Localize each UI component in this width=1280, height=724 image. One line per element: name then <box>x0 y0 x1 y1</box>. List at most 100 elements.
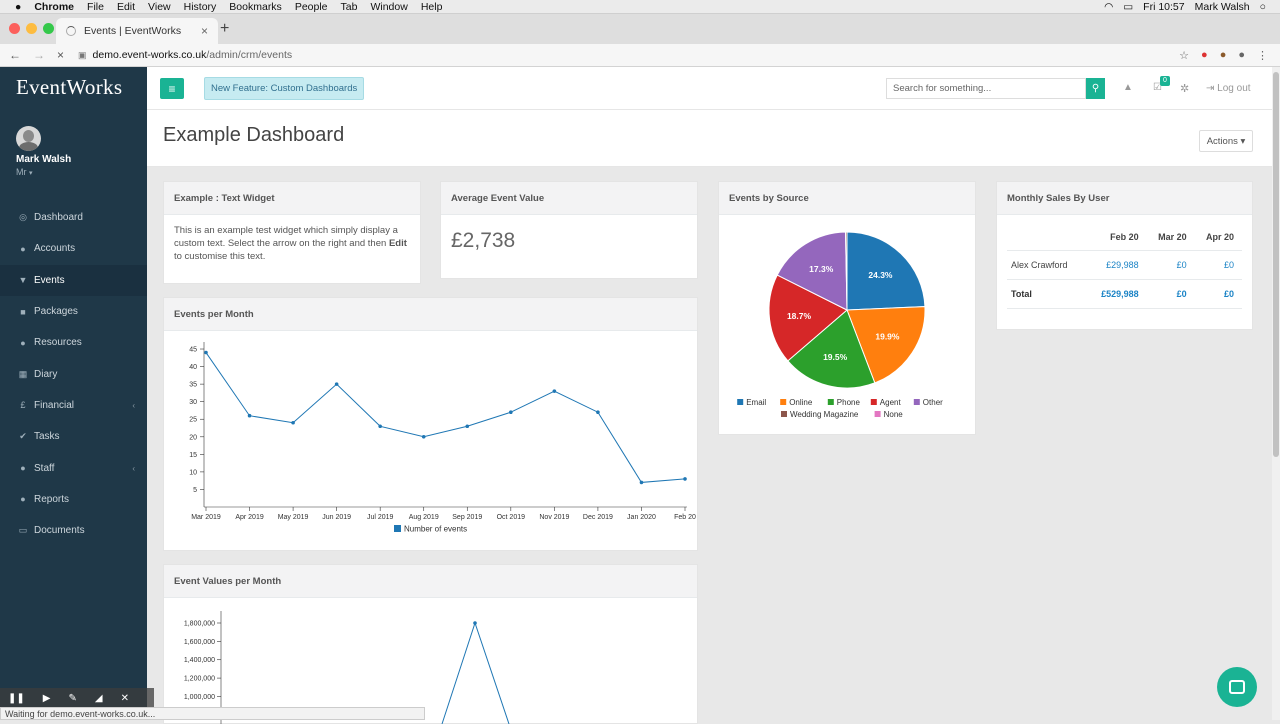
legend-label[interactable]: Phone <box>837 398 861 407</box>
sales-value-link[interactable]: £0 <box>1194 279 1242 309</box>
data-point[interactable] <box>247 413 252 418</box>
sales-value-link[interactable]: £29,988 <box>1088 250 1147 280</box>
macos-user[interactable]: Mark Walsh <box>1194 0 1250 13</box>
tasks-icon[interactable]: ☑ <box>1153 82 1162 93</box>
widget-title[interactable]: Event Values per Month <box>164 565 697 598</box>
sales-value-link[interactable]: £0 <box>1194 250 1242 280</box>
sidebar-item-dashboard[interactable]: ◎ Dashboard <box>0 202 147 233</box>
pie-slice-phone[interactable] <box>787 309 876 389</box>
data-point[interactable] <box>291 420 295 425</box>
search-button[interactable]: ⚲ <box>1086 78 1105 99</box>
macos-menu-chrome[interactable]: Chrome <box>34 0 75 13</box>
battery-icon[interactable]: ▭ <box>1123 0 1134 13</box>
macos-menu-tab[interactable]: Tab <box>340 0 358 13</box>
pie-slice-wedding-magazine[interactable] <box>845 231 848 311</box>
zoom-window-button[interactable] <box>43 23 54 34</box>
legend-label[interactable]: Number of events <box>404 525 467 534</box>
sidebar-item-tasks[interactable]: ✔ Tasks <box>0 421 147 452</box>
widget-title[interactable]: Example : Text Widget <box>164 182 420 215</box>
bookmark-star-icon[interactable]: ☆ <box>1179 49 1190 62</box>
macos-menu-bookmarks[interactable]: Bookmarks <box>229 0 282 13</box>
macos-menu-view[interactable]: View <box>148 0 171 13</box>
sidebar-item-financial[interactable]: £ Financial ‹ <box>0 390 147 421</box>
macos-menu-edit[interactable]: Edit <box>116 0 136 13</box>
profile-role-dropdown[interactable]: Mr ▾ <box>16 167 33 177</box>
data-point[interactable] <box>639 480 644 485</box>
sidebar-item-packages[interactable]: ■ Packages <box>0 296 147 327</box>
minimize-window-button[interactable] <box>26 23 37 34</box>
spotlight-icon[interactable]: ○ <box>1259 0 1266 13</box>
sales-value-link[interactable]: £0 <box>1146 250 1195 280</box>
sidebar-item-documents[interactable]: ▭ Documents <box>0 515 147 546</box>
menu-toggle-button[interactable]: ≡ <box>160 78 184 99</box>
profile-name[interactable]: Mark Walsh <box>16 154 72 165</box>
pen-icon[interactable]: ✎ <box>68 692 77 704</box>
wifi-icon[interactable]: ◠ <box>1104 0 1114 13</box>
data-point[interactable] <box>421 434 426 439</box>
widget-title[interactable]: Events per Month <box>164 298 697 331</box>
pause-icon[interactable]: ❚❚ <box>8 692 25 704</box>
data-point[interactable] <box>473 621 477 625</box>
legend-label[interactable]: Agent <box>880 398 902 407</box>
browser-menu-icon[interactable]: ⋮ <box>1257 49 1268 62</box>
sales-value-link[interactable]: £0 <box>1146 279 1195 309</box>
apple-icon[interactable]: ● <box>15 0 22 13</box>
page-scrollbar[interactable] <box>1272 67 1280 720</box>
macos-menu-history[interactable]: History <box>183 0 217 13</box>
data-point[interactable] <box>552 389 557 393</box>
macos-menu-help[interactable]: Help <box>420 0 443 13</box>
data-point[interactable] <box>683 477 687 481</box>
close-icon[interactable]: ✕ <box>120 692 129 704</box>
extension-icon[interactable]: ● <box>1201 49 1208 61</box>
widget-title[interactable]: Average Event Value <box>441 182 697 215</box>
play-icon[interactable]: ▶ <box>42 692 51 704</box>
data-point[interactable] <box>509 410 513 415</box>
actions-dropdown[interactable]: Actions ▾ <box>1199 130 1253 152</box>
chat-launcher-button[interactable] <box>1217 667 1257 707</box>
legend-label[interactable]: Online <box>789 398 813 407</box>
bell-icon[interactable]: ▲ <box>1123 82 1133 93</box>
new-tab-button[interactable]: + <box>220 20 230 37</box>
logout-link[interactable]: ⇥ Log out <box>1206 83 1251 94</box>
data-point[interactable] <box>378 424 382 429</box>
close-window-button[interactable] <box>9 23 20 34</box>
sidebar-item-resources[interactable]: ● Resources <box>0 327 147 358</box>
close-tab-icon[interactable]: × <box>200 24 208 38</box>
data-point[interactable] <box>334 382 339 386</box>
sidebar-item-staff[interactable]: ● Staff ‹ <box>0 452 147 483</box>
sidebar-item-events[interactable]: ▼ Events <box>0 264 147 296</box>
url-field[interactable]: ▣ demo.event-works.co.uk/admin/crm/event… <box>78 49 292 61</box>
sidebar-item-reports[interactable]: ● Reports <box>0 484 147 515</box>
widget-title[interactable]: Events by Source <box>719 182 975 215</box>
back-icon[interactable]: ← <box>9 48 21 62</box>
legend-label[interactable]: Other <box>923 398 943 407</box>
pie-slice-agent[interactable] <box>768 274 848 362</box>
search-input[interactable]: Search for something... <box>886 78 1086 99</box>
legend-label[interactable]: Email <box>746 398 766 407</box>
sidebar-item-accounts[interactable]: ● Accounts <box>0 233 147 264</box>
data-point[interactable] <box>465 424 470 429</box>
eventworks-logo[interactable]: EventWorks <box>16 75 123 99</box>
data-point[interactable] <box>204 350 208 355</box>
scrollbar-thumb[interactable] <box>1273 72 1279 457</box>
browser-tab[interactable]: Events | EventWorks × <box>56 18 218 44</box>
forward-icon[interactable]: → <box>33 48 45 62</box>
pie-slice-email[interactable] <box>846 231 926 311</box>
sidebar-item-diary[interactable]: ▦ Diary <box>0 358 147 389</box>
legend-label[interactable]: Wedding Magazine <box>790 410 859 419</box>
pie-slice-other[interactable] <box>776 231 848 311</box>
pie-slice-online[interactable] <box>846 306 926 384</box>
highlight-icon[interactable]: ◢ <box>94 692 103 704</box>
new-feature-banner[interactable]: New Feature: Custom Dashboards <box>204 77 365 100</box>
legend-label[interactable]: None <box>884 410 904 419</box>
macos-menu-file[interactable]: File <box>87 0 104 13</box>
avatar[interactable] <box>16 126 41 151</box>
profile-avatar-icon[interactable]: ● <box>1238 49 1245 61</box>
clock[interactable]: Fri 10:57 <box>1143 0 1185 13</box>
stop-icon[interactable]: × <box>57 48 65 62</box>
widget-title[interactable]: Monthly Sales By User <box>997 182 1252 215</box>
sales-value-link[interactable]: £529,988 <box>1088 279 1147 309</box>
data-point[interactable] <box>596 410 600 415</box>
extension-cookie-icon[interactable]: ● <box>1219 49 1227 61</box>
gear-icon[interactable]: ✲ <box>1180 83 1190 95</box>
